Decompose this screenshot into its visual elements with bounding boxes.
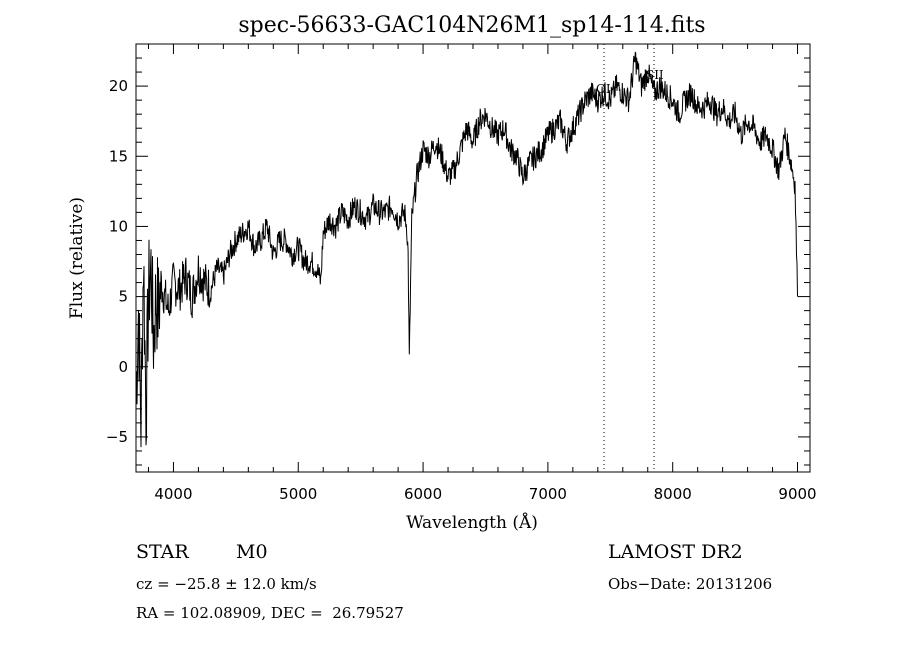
y-tick-label: 10 <box>109 217 128 235</box>
spectrum-line <box>135 51 798 448</box>
axis-ticks <box>136 44 810 472</box>
y-tick-label: 0 <box>118 358 128 376</box>
plot-frame <box>135 43 811 473</box>
coordinates: RA = 102.08909, DEC = 26.79527 <box>136 604 404 622</box>
object-subclass: M0 <box>236 541 268 563</box>
y-tick-label: 20 <box>109 77 128 95</box>
y-tick-label: −5 <box>106 428 128 446</box>
x-tick-label: 5000 <box>279 485 317 503</box>
object-class: STAR <box>136 541 189 563</box>
x-axis-label: Wavelength (Å) <box>406 512 538 533</box>
y-tick-label: 5 <box>118 288 128 306</box>
observation-date: Obs−Date: 20131206 <box>608 575 773 593</box>
x-tick-label: 6000 <box>404 485 442 503</box>
x-tick-labels: 4000 5000 6000 7000 8000 9000 <box>154 485 816 503</box>
y-axis-label: Flux (relative) <box>67 197 87 319</box>
chart-title: spec-56633-GAC104N26M1_sp14-114.fits <box>238 13 705 38</box>
y-tick-label: 15 <box>109 147 128 165</box>
y-tick-labels: −5 0 5 10 15 20 <box>106 77 128 446</box>
x-tick-label: 4000 <box>154 485 192 503</box>
x-tick-label: 8000 <box>654 485 692 503</box>
x-tick-label: 7000 <box>529 485 567 503</box>
survey-name: LAMOST DR2 <box>608 541 743 563</box>
x-tick-label: 9000 <box>778 485 816 503</box>
redshift-velocity: cz = −25.8 ± 12.0 km/s <box>136 575 317 593</box>
line-marker-label: OI <box>596 82 611 96</box>
